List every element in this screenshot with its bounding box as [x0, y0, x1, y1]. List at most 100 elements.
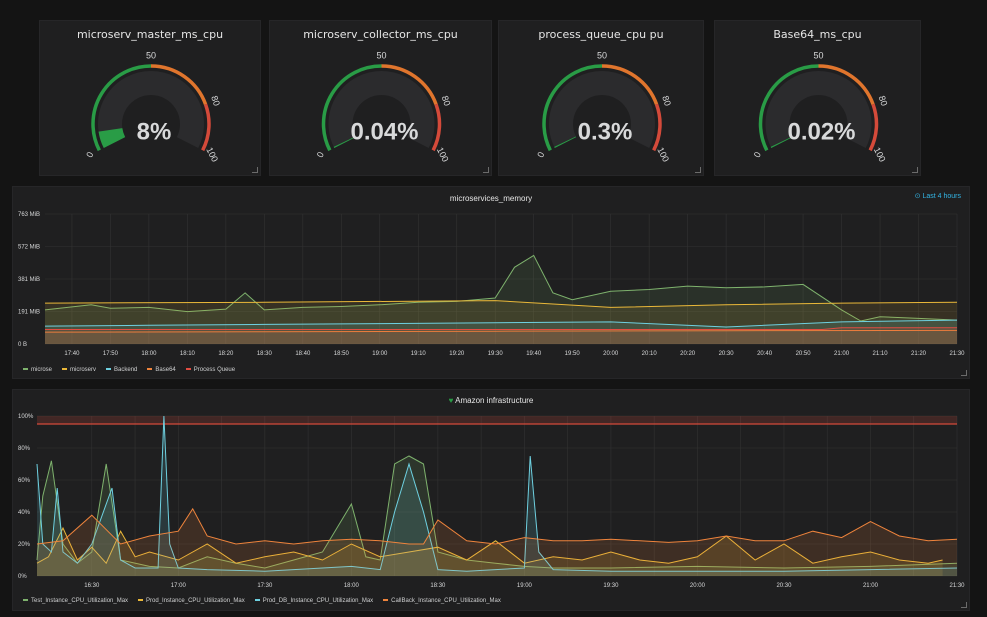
gauge-label-max: 100	[204, 146, 220, 164]
legend-label: Backend	[114, 367, 138, 373]
legend-item[interactable]: CallBack_Instance_CPU_Utilization_Max	[383, 598, 501, 604]
gauge-threshold-ok	[321, 64, 382, 152]
gauge-title: process_queue_cpu pu	[538, 28, 664, 41]
x-tick-label: 20:40	[757, 351, 773, 357]
time-range-link[interactable]: ⊙ Last 4 hours	[915, 192, 961, 200]
x-tick-label: 18:50	[334, 351, 350, 357]
legend-swatch	[383, 599, 389, 602]
panel-resize-handle[interactable]	[912, 167, 918, 173]
y-tick-label: 763 MiB	[18, 212, 40, 218]
memory-panel[interactable]: microservices_memory ⊙ Last 4 hours 763 …	[12, 186, 970, 379]
legend-item[interactable]: Process Queue	[185, 367, 236, 373]
x-tick-label: 20:10	[642, 351, 658, 357]
gauge-title: microserv_master_ms_cpu	[76, 28, 224, 41]
x-tick-label: 20:50	[796, 351, 812, 357]
x-tick-label: 19:40	[526, 351, 542, 357]
chart-legend: Test_Instance_CPU_Utilization_Max Prod_In…	[23, 598, 511, 604]
series-area-4	[37, 508, 957, 576]
legend-swatch	[254, 599, 260, 602]
x-tick-label: 20:30	[776, 583, 792, 589]
x-tick-label: 19:20	[449, 351, 465, 357]
legend-label: CallBack_Instance_CPU_Utilization_Max	[391, 598, 501, 604]
legend-swatch	[138, 599, 144, 602]
gauge-track	[328, 71, 435, 149]
legend-item[interactable]: Base64	[147, 367, 176, 373]
gauge-panel-2[interactable]: microserv_collector_ms_cpu 0 50 80 100 0.04%	[269, 20, 492, 176]
x-tick-label: 19:50	[565, 351, 581, 357]
series-line-3	[44, 319, 958, 328]
gauge-threshold-crit	[431, 103, 442, 152]
legend-item[interactable]: Test_Instance_CPU_Utilization_Max	[23, 598, 128, 604]
legend-item[interactable]: microse	[23, 367, 52, 373]
gauge-chart: 0 50 80 100 8%	[84, 50, 222, 164]
x-tick-label: 18:40	[295, 351, 311, 357]
series-area-1	[45, 255, 957, 344]
panel-resize-handle[interactable]	[483, 167, 489, 173]
gauge-panel-3[interactable]: process_queue_cpu pu 0 50 80 100 0.3%	[498, 20, 704, 176]
x-tick-label: 21:00	[863, 583, 879, 589]
time-range-label: Last 4 hours	[922, 193, 961, 200]
series-line-4	[36, 507, 958, 545]
y-tick-label: 572 MiB	[18, 245, 40, 251]
series-line-2	[36, 526, 943, 565]
amazon-panel[interactable]: ♥ Amazon infrastructure 100% 80% 60% 40% 20%…	[12, 389, 970, 611]
panel-title[interactable]: ♥ Amazon infrastructure	[13, 396, 969, 405]
gauge-label-50: 50	[597, 50, 607, 60]
x-tick-label: 21:30	[949, 583, 965, 589]
panel-resize-handle[interactable]	[695, 167, 701, 173]
gauge-value-fill	[98, 127, 126, 149]
gauge-label-max: 100	[655, 146, 671, 164]
legend-label: microserv	[70, 367, 97, 373]
series-line-5	[45, 327, 957, 330]
panel-resize-handle[interactable]	[961, 370, 967, 376]
legend-swatch	[147, 368, 153, 371]
y-tick-label: 100%	[18, 414, 34, 420]
legend-label: Process Queue	[193, 367, 236, 373]
x-tick-label: 19:10	[411, 351, 427, 357]
gauge-label-80: 80	[660, 94, 673, 107]
gauge-value-text: 0.04%	[350, 118, 418, 145]
legend-swatch	[106, 368, 112, 371]
legend-item[interactable]: Backend	[106, 367, 137, 373]
gauge-label-min: 0	[535, 150, 546, 159]
legend-item[interactable]: microserv	[62, 367, 96, 373]
gauge-threshold-crit	[868, 103, 879, 152]
legend-item[interactable]: Prod_Instance_CPU_Utilization_Max	[138, 598, 245, 604]
y-tick-label: 0 B	[18, 342, 27, 348]
gauge-threshold-ok	[758, 64, 819, 152]
panel-title-text: Amazon infrastructure	[455, 396, 534, 405]
legend-item[interactable]: Prod_DB_Instance_CPU_Utilization_Max	[254, 598, 373, 604]
legend-label: Test_Instance_CPU_Utilization_Max	[31, 598, 129, 604]
series-area-2	[37, 528, 943, 576]
y-tick-label: 191 MiB	[18, 310, 40, 316]
gauge-threshold-warn	[601, 64, 659, 105]
legend-label: Base64	[155, 367, 176, 373]
series-area-1	[37, 456, 957, 576]
gauge-chart: 0 50 80 100 0.3%	[535, 50, 673, 164]
gauge-title: microserv_collector_ms_cpu	[303, 28, 458, 41]
amazon-chart: 100% 80% 60% 40% 20% 0% 16:30 17:00 17:30 18:00 18…	[18, 414, 965, 589]
gauge-label-50: 50	[813, 50, 823, 60]
gauge-panel-4[interactable]: Base64_ms_cpu 0 50 80 100 0.02%	[714, 20, 921, 176]
x-tick-label: 17:00	[171, 583, 187, 589]
panel-resize-handle[interactable]	[252, 167, 258, 173]
x-tick-label: 18:30	[257, 351, 273, 357]
y-tick-label: 40%	[18, 510, 31, 516]
gauge-label-80: 80	[877, 94, 890, 107]
gauge-panel-1[interactable]: microserv_master_ms_cpu 0 50 80 100 8%	[39, 20, 261, 176]
x-tick-label: 21:00	[834, 351, 850, 357]
x-tick-label: 16:30	[84, 583, 100, 589]
gauge-label-max: 100	[435, 146, 451, 164]
gauge-label-min: 0	[84, 150, 95, 159]
panel-title[interactable]: microservices_memory	[449, 194, 533, 203]
memory-chart: 763 MiB 572 MiB 381 MiB 191 MiB 0 B 17:40 17:5…	[18, 212, 965, 357]
panel-resize-handle[interactable]	[961, 602, 967, 608]
gauge-label-80: 80	[209, 94, 222, 107]
series-line-1	[36, 455, 958, 569]
x-tick-label: 19:00	[517, 583, 533, 589]
y-tick-label: 381 MiB	[18, 277, 40, 283]
gauge-label-min: 0	[752, 150, 763, 159]
x-tick-label: 18:20	[218, 351, 234, 357]
gauge-label-50: 50	[376, 50, 386, 60]
x-tick-label: 21:30	[949, 351, 965, 357]
